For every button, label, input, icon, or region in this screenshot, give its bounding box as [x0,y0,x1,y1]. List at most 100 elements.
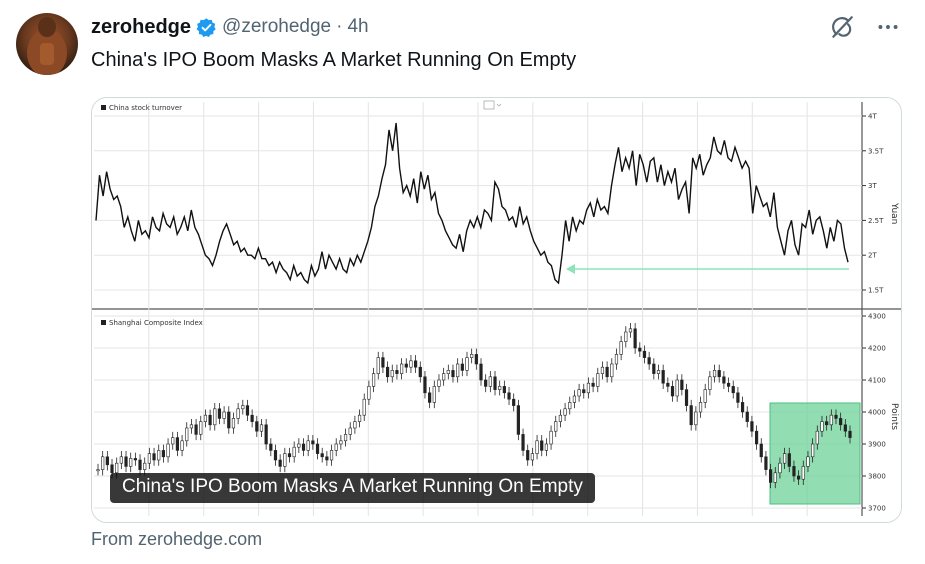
candle-body [540,440,544,451]
candle-body [484,379,488,387]
candle-body [418,366,422,378]
candle-body [797,475,801,480]
candle-body [689,405,693,426]
candle-body [680,379,684,390]
candle-body [754,430,759,445]
avatar-image [27,17,67,75]
candle-body [773,472,777,483]
candle-body [698,402,703,413]
candle-body [451,370,455,378]
y-tick-label: 4100 [868,377,886,385]
candle-body [119,456,123,464]
candle-body [283,453,287,467]
candle-body [712,370,717,378]
candle-body [544,443,548,451]
candle-body [535,440,539,454]
candle-body [217,408,222,419]
candle-body [642,350,647,358]
candle-body [376,357,380,374]
candle-body [577,389,581,397]
candle-body [605,366,609,378]
candle-body [843,424,847,432]
series-line-turnover [95,122,849,285]
candle-body [404,363,408,368]
candle-body [619,341,623,355]
candle-body [764,456,768,470]
legend-turnover: China stock turnover [109,104,182,112]
card-caption: China's IPO Boom Masks A Market Running … [110,473,595,503]
post-actions [829,14,901,40]
y-tick-label: 4T [868,113,877,121]
y-tick-label: 3700 [868,505,886,513]
candle-body [694,411,698,426]
candle-body [227,411,231,429]
candle-body [297,443,301,448]
candle-body [811,443,815,458]
candle-body [115,462,119,474]
post-time[interactable]: 4h [347,16,369,37]
candle-body [670,386,675,397]
candle-body [278,459,282,467]
candle-body [675,379,679,397]
candle-body [600,366,605,374]
candle-body [194,424,198,435]
candle-body [353,421,357,429]
candle-body [470,354,474,358]
candle-body [521,434,525,451]
candle-body [250,414,254,422]
y-tick-label: 4000 [868,409,886,417]
legend-index: Shanghai Composite Index [109,319,203,327]
candle-body [726,382,731,387]
candle-body [582,389,586,394]
candle-body [624,331,628,342]
y-axis-title-bottom: Points [889,403,899,430]
avatar[interactable] [16,13,78,75]
more-icon[interactable] [875,14,901,40]
candle-body [432,386,436,403]
y-tick-label: 3800 [868,473,886,481]
candle-body [647,357,651,365]
candle-body [325,456,329,461]
candle-body [507,392,511,400]
candle-body [708,376,712,390]
candle-body [395,370,399,374]
candle-body [554,421,558,432]
candle-body [264,424,268,445]
source-link[interactable]: From zerohedge.com [91,529,263,549]
candle-body [488,376,492,387]
candle-body [759,443,763,458]
candle-body [498,386,502,390]
y-tick-label: 2.5T [868,217,884,225]
candle-body [329,450,334,461]
candle-body [829,414,833,426]
candle-body [180,440,184,451]
candle-body [385,366,390,378]
candle-body [778,462,782,474]
candle-body [834,414,838,419]
separator: · [336,16,343,37]
candle-body [825,421,829,426]
candle-body [222,411,226,419]
candle-body [722,376,726,384]
candle-body [839,418,843,426]
candle-body [199,421,203,435]
author-handle[interactable]: @zerohedge [222,16,332,37]
candle-body [792,466,796,477]
candle-body [189,424,194,429]
y-tick-label: 3T [868,182,877,190]
grok-icon[interactable] [829,14,855,40]
candle-body [292,446,296,458]
candle-body [633,328,637,349]
candle-body [731,386,735,394]
candle-body [736,392,740,403]
candle-body [147,453,151,464]
candle-body [348,427,352,435]
link-card[interactable]: China stock turnover 4T 3.5T 3T 2.5T 2T 1.5T … [91,97,902,523]
candle-body [101,456,105,470]
author-name[interactable]: zerohedge [91,15,192,38]
candle-body [371,373,376,387]
candle-body [558,414,563,422]
candle-body [259,424,264,432]
candle-body [357,414,362,422]
candle-body [143,462,147,470]
